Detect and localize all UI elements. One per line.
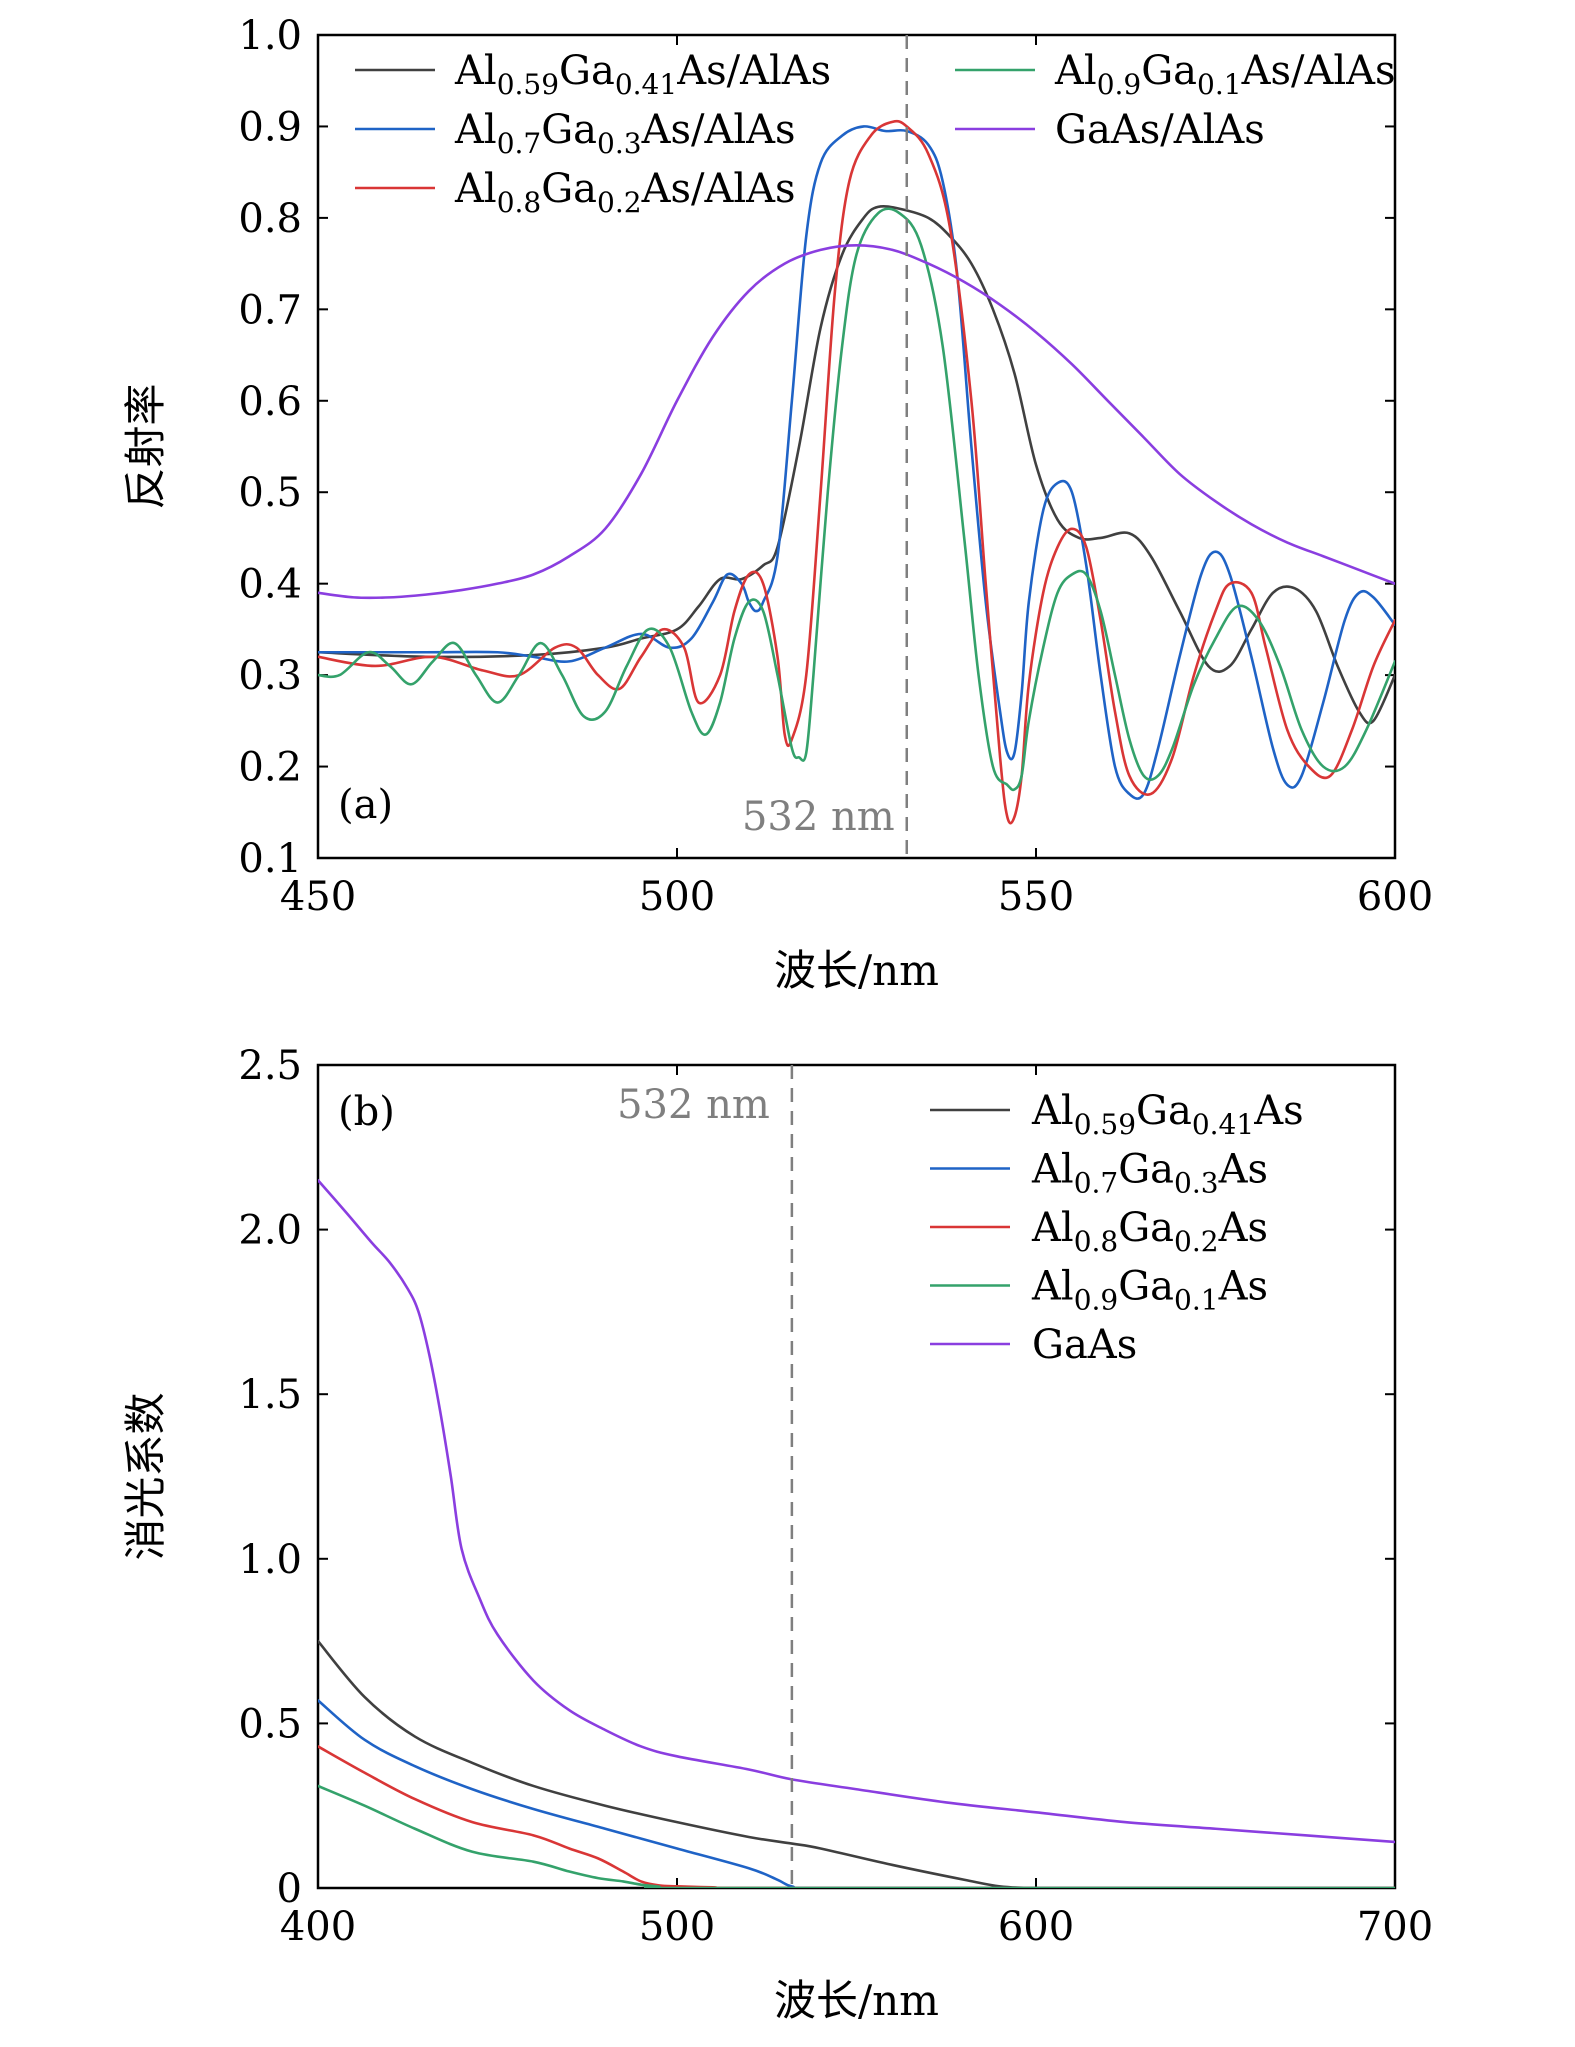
series-line-al0-7ga0-3as xyxy=(318,1699,1395,1888)
y-tick-label: 0.5 xyxy=(238,470,302,516)
y-tick-label: 1.0 xyxy=(238,1537,302,1583)
legend-entry: Al0.9Ga0.1As xyxy=(1031,1264,1268,1317)
x-axis-title: 波长/nm xyxy=(774,946,939,995)
series-group xyxy=(318,1178,1395,1888)
x-tick-label: 600 xyxy=(1357,874,1433,920)
panel-b-extinction-chart: 400 500 600 700 0 0.5 1.0 1.5 2.0 2.5 波长/nm 消光系数 532… xyxy=(121,1043,1433,2025)
y-tick-label: 0.6 xyxy=(238,379,302,425)
legend-entry: Al0.59Ga0.41As xyxy=(1031,1088,1304,1141)
y-tick-label: 0.5 xyxy=(238,1701,302,1747)
series-line-al0-8ga0-2as-alas xyxy=(318,119,1395,825)
legend: Al0.59Ga0.41As/AlAs Al0.7Ga0.3As/AlAs Al0.… xyxy=(355,48,1396,219)
series-line-gaas-alas xyxy=(318,244,1395,600)
x-tick-label: 550 xyxy=(998,874,1074,920)
y-tick-label: 0.3 xyxy=(238,653,302,699)
legend-entry: Al0.59Ga0.41As/AlAs xyxy=(454,48,831,101)
y-tick-label: 2.5 xyxy=(238,1043,302,1089)
legend-entry: GaAs/AlAs xyxy=(1055,107,1265,153)
x-tick-label: 700 xyxy=(1357,1904,1433,1950)
series-line-al0-9ga0-1as xyxy=(318,1784,1395,1888)
y-tick-label: 0.4 xyxy=(238,562,302,608)
series-line-al0-9ga0-1as-alas xyxy=(318,207,1395,792)
y-tick-label: 0.9 xyxy=(238,104,302,150)
plot-frame xyxy=(316,33,1397,860)
legend-entry: GaAs xyxy=(1032,1322,1137,1368)
y-tick-label: 1.0 xyxy=(238,13,302,59)
x-tick-label: 600 xyxy=(998,1904,1074,1950)
series-line-gaas xyxy=(318,1178,1395,1844)
x-tick-label: 500 xyxy=(639,874,715,920)
series-line-al0-7ga0-3as-alas xyxy=(318,125,1395,800)
y-tick-label: 2.0 xyxy=(238,1208,302,1254)
panel-a-reflectance-chart: 450 500 550 600 0.1 0.2 0.3 0.4 0.5 0.6 0.7 0.8 0.9 1… xyxy=(121,13,1433,995)
series-line-al0-8ga0-2as xyxy=(318,1745,1395,1888)
x-tick-label: 400 xyxy=(280,1904,356,1950)
legend-entry: Al0.9Ga0.1As/AlAs xyxy=(1054,48,1396,101)
series-line-al0-59ga0-41as-alas xyxy=(318,205,1395,725)
legend-entry: Al0.8Ga0.2As/AlAs xyxy=(454,166,796,219)
y-tick-label: 0.8 xyxy=(238,196,302,242)
y-tick-label: 0.7 xyxy=(238,287,302,333)
x-tick-label: 450 xyxy=(280,874,356,920)
panel-label: (a) xyxy=(338,782,393,828)
y-axis-title: 反射率 xyxy=(121,383,170,509)
legend-entry: Al0.8Ga0.2As xyxy=(1031,1205,1268,1258)
y-tick-label: 0 xyxy=(277,1866,302,1912)
x-axis-title: 波长/nm xyxy=(774,1976,939,2025)
y-tick-label: 0.1 xyxy=(238,836,302,882)
legend-entry: Al0.7Ga0.3As xyxy=(1031,1147,1268,1200)
y-tick-label: 1.5 xyxy=(238,1372,302,1418)
series-group xyxy=(318,119,1395,825)
x-tick-label: 500 xyxy=(639,1904,715,1950)
panel-label: (b) xyxy=(338,1089,395,1135)
y-tick-label: 0.2 xyxy=(238,745,302,791)
y-axis-title: 消光系数 xyxy=(121,1392,170,1560)
series-line-al0-59ga0-41as xyxy=(318,1639,1395,1888)
legend-entry: Al0.7Ga0.3As/AlAs xyxy=(454,107,796,160)
reference-line-label: 532 nm xyxy=(742,794,895,840)
reference-line-label: 532 nm xyxy=(617,1082,770,1128)
